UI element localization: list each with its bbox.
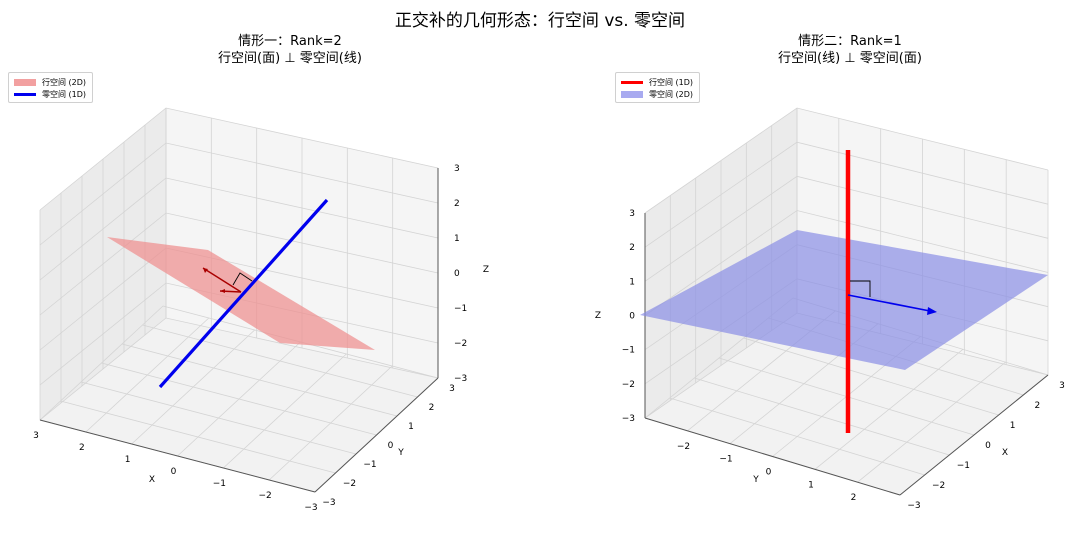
- y-axis-label: Y: [397, 448, 404, 458]
- wall-grid-line: [644, 107, 1049, 214]
- floor-grid-line: [142, 324, 418, 398]
- tick-label: 1: [629, 277, 635, 287]
- z-axis-label: Z: [595, 311, 601, 321]
- tick-label: 0: [985, 441, 991, 451]
- tick-label: 2: [851, 493, 857, 503]
- left-legend: 行空间 (2D) 零空间 (1D): [8, 72, 94, 103]
- x-axis-label: X: [1002, 448, 1008, 458]
- tick-label: −3: [907, 501, 920, 511]
- right-angle-marker: [232, 272, 253, 286]
- tick-label: 1: [808, 480, 814, 490]
- legend-patch-swatch: [621, 90, 643, 98]
- tick-label: −2: [677, 442, 690, 452]
- left-plot-title-line2: 行空间(面) ⊥ 零空间(线): [218, 51, 362, 66]
- tick-label: 2: [79, 443, 85, 453]
- legend-label: 零空间 (1D): [42, 89, 87, 99]
- tick-label: 0: [388, 441, 394, 451]
- axis-line-front-left: [39, 419, 316, 493]
- z-axis-label: Z: [483, 265, 489, 275]
- tick-label: −2: [622, 380, 635, 390]
- tick-label: 2: [629, 243, 635, 253]
- wall-grid-line: [39, 107, 439, 211]
- legend-line-swatch: [14, 92, 36, 96]
- left-plot-title-line1: 情形一：Rank=2: [238, 34, 342, 49]
- tick-label: −1: [622, 346, 635, 356]
- tick-label: 2: [429, 403, 435, 413]
- axis-line-front-left: [644, 417, 901, 496]
- row-space-plane: [107, 237, 375, 350]
- tick-label: 0: [766, 468, 772, 478]
- tick-label: 2: [454, 199, 460, 209]
- tick-label: 0: [454, 269, 460, 279]
- tick-label: −2: [343, 479, 356, 489]
- tick-label: 3: [449, 384, 455, 394]
- tick-label: −1: [213, 479, 226, 489]
- tick-label: 3: [454, 164, 460, 174]
- basis-vector-1-head: [203, 268, 208, 273]
- figure-title: 正交补的几何形态：行空间 vs. 零空间: [394, 11, 686, 31]
- tick-label: −1: [957, 461, 970, 471]
- y-axis-label: Y: [752, 475, 759, 485]
- right-legend-item-row-space: 行空间 (1D): [621, 76, 693, 88]
- tick-label: −1: [363, 460, 376, 470]
- legend-patch-swatch: [14, 78, 36, 86]
- tick-label: −3: [622, 414, 635, 424]
- legend-label: 零空间 (2D): [649, 89, 694, 99]
- basis-vector-head: [927, 307, 937, 315]
- tick-label: −2: [932, 481, 945, 491]
- axis-line-front-right: [314, 377, 439, 493]
- tick-label: 3: [629, 209, 635, 219]
- tick-label: −3: [454, 374, 467, 384]
- tick-label: 0: [171, 467, 177, 477]
- legend-label: 行空间 (1D): [649, 77, 694, 87]
- tick-label: −1: [454, 304, 467, 314]
- axis-line-front-right: [899, 374, 1049, 496]
- left-legend-item-null-space: 零空间 (1D): [14, 88, 86, 100]
- tick-label: −2: [259, 491, 272, 501]
- null-space-plane: [640, 230, 1048, 370]
- null-space-line: [158, 198, 329, 389]
- basis-vector: [847, 294, 931, 312]
- tick-label: 1: [1010, 421, 1016, 431]
- right-angle-marker: [850, 280, 871, 297]
- tick-label: 3: [1059, 381, 1065, 391]
- right-plot-title-line2: 行空间(线) ⊥ 零空间(面): [778, 51, 922, 66]
- tick-label: 1: [408, 422, 414, 432]
- tick-label: 2: [1034, 401, 1040, 411]
- tick-label: −1: [719, 455, 732, 465]
- legend-line-swatch: [621, 80, 643, 84]
- tick-label: −3: [322, 498, 335, 508]
- left-legend-item-row-space: 行空间 (2D): [14, 76, 86, 88]
- basis-vector-2-head: [220, 289, 225, 293]
- tick-label: 1: [454, 234, 460, 244]
- tick-label: 1: [125, 455, 131, 465]
- tick-label: −2: [454, 339, 467, 349]
- tick-label: 0: [629, 312, 635, 322]
- right-plot-title-line1: 情形二：Rank=1: [798, 34, 902, 49]
- legend-label: 行空间 (2D): [42, 77, 87, 87]
- right-legend-item-null-space: 零空间 (2D): [621, 88, 693, 100]
- tick-label: 3: [33, 431, 39, 441]
- tick-label: −3: [304, 503, 317, 513]
- left-plot-title: 情形一：Rank=2 行空间(面) ⊥ 零空间(线): [140, 33, 440, 67]
- right-legend: 行空间 (1D) 零空间 (2D): [615, 72, 701, 103]
- right-plot-title: 情形二：Rank=1 行空间(线) ⊥ 零空间(面): [700, 33, 1000, 67]
- basis-vector-1: [202, 267, 242, 293]
- x-axis-label: X: [149, 475, 155, 485]
